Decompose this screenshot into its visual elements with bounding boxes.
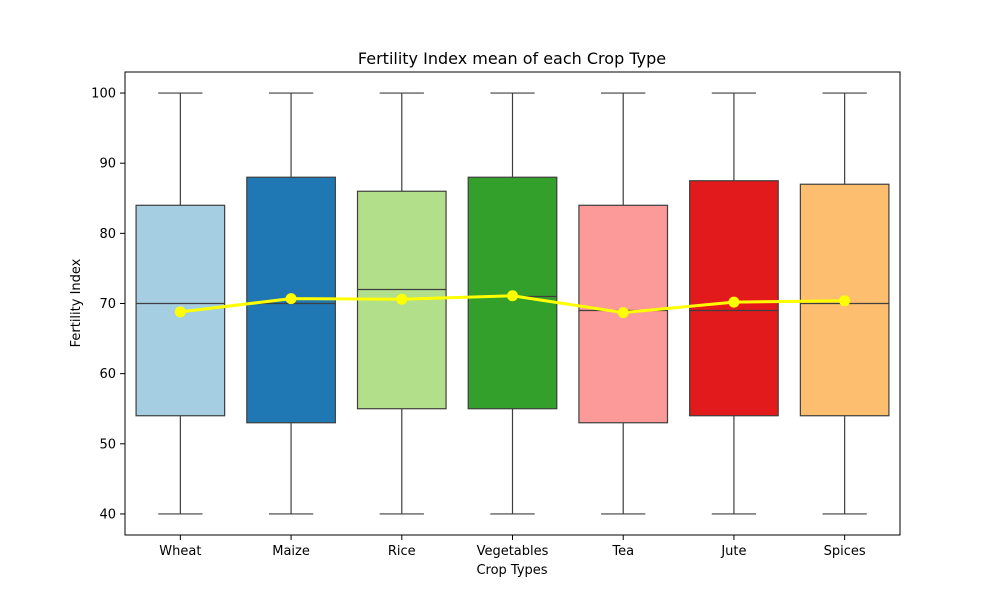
y-tick-label: 80 <box>99 227 116 242</box>
mean-point <box>728 296 740 308</box>
y-tick-label: 60 <box>99 367 116 382</box>
mean-point <box>174 306 186 318</box>
x-axis-label: Crop Types <box>476 563 547 578</box>
x-tick-label: Jute <box>720 544 746 559</box>
x-tick-label: Wheat <box>159 544 201 559</box>
plot-area: 40 50 60 70 80 90 100 Wheat Maize Rice Vegetables T… <box>91 71 901 559</box>
x-tick-label: Rice <box>388 544 416 559</box>
mean-point <box>617 307 629 319</box>
x-tick-label: Tea <box>611 544 634 559</box>
mean-point <box>285 293 297 305</box>
mean-point <box>839 295 851 307</box>
y-axis-label: Fertility Index <box>69 258 84 347</box>
x-tick-label: Spices <box>824 544 866 559</box>
mean-point <box>396 293 408 305</box>
y-tick-label: 70 <box>99 297 116 312</box>
x-tick-label: Maize <box>272 544 310 559</box>
y-tick-label: 40 <box>99 507 116 522</box>
mean-point <box>507 290 518 302</box>
y-tick-label: 90 <box>99 157 116 172</box>
y-tick-label: 100 <box>91 87 116 102</box>
chart-title: Fertility Index mean of each Crop Type <box>358 49 666 68</box>
y-tick-label: 50 <box>99 437 116 452</box>
x-tick-label: Vegetables <box>477 544 549 559</box>
